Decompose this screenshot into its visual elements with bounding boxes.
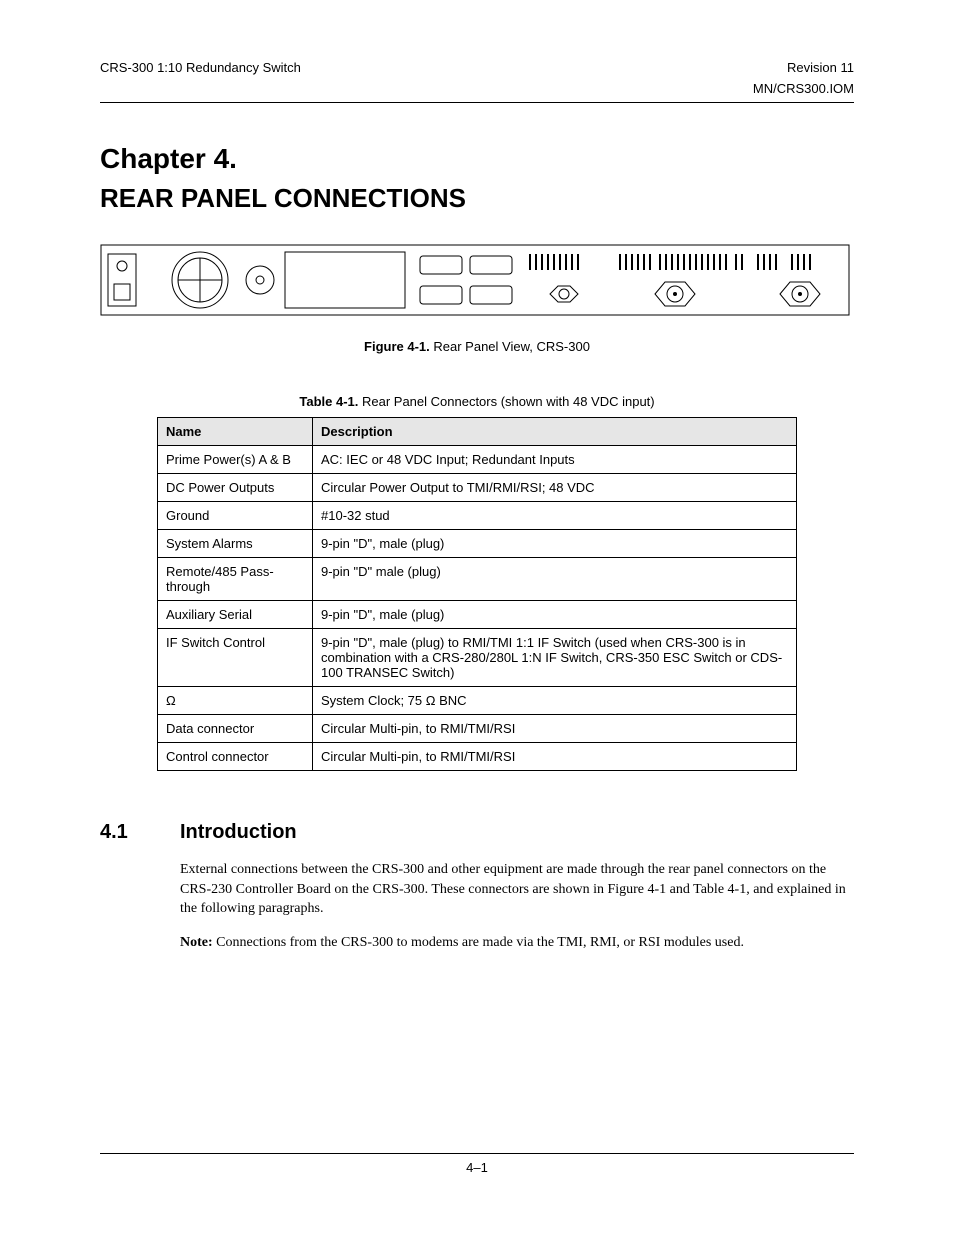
cell-desc: Circular Multi-pin, to RMI/TMI/RSI [313, 743, 797, 771]
table-row: DC Power OutputsCircular Power Output to… [158, 474, 797, 502]
chapter-number: Chapter 4. [100, 143, 854, 175]
connectors-table: Name Description Prime Power(s) A & BAC:… [157, 417, 797, 771]
table-row: Control connectorCircular Multi-pin, to … [158, 743, 797, 771]
table-caption: Table 4-1. Rear Panel Connectors (shown … [100, 394, 854, 409]
section-number: 4.1 [100, 821, 180, 844]
cell-name: DC Power Outputs [158, 474, 313, 502]
header-sub-right: MN/CRS300.IOM [753, 81, 854, 96]
col-name: Name [158, 418, 313, 446]
table-row: Prime Power(s) A & BAC: IEC or 48 VDC In… [158, 446, 797, 474]
table-caption-prefix: Table 4-1. [299, 394, 362, 409]
intro-paragraph: External connections between the CRS-300… [180, 860, 854, 919]
chapter-title: REAR PANEL CONNECTIONS [100, 183, 854, 214]
cell-name: Remote/485 Pass-through [158, 558, 313, 601]
table-row: Data connectorCircular Multi-pin, to RMI… [158, 715, 797, 743]
table-row: ΩSystem Clock; 75 Ω BNC [158, 687, 797, 715]
figure-caption: Figure 4-1. Rear Panel View, CRS-300 [100, 339, 854, 354]
cell-name: Control connector [158, 743, 313, 771]
cell-desc: System Clock; 75 Ω BNC [313, 687, 797, 715]
table-row: Remote/485 Pass-through9-pin "D" male (p… [158, 558, 797, 601]
rear-panel-figure [100, 244, 850, 316]
intro-note: Note: Connections from the CRS-300 to mo… [180, 933, 854, 953]
figure-caption-text: Rear Panel View, CRS-300 [433, 339, 590, 354]
table-caption-text: Rear Panel Connectors (shown with 48 VDC… [362, 394, 655, 409]
cell-name: Ground [158, 502, 313, 530]
cell-name: Auxiliary Serial [158, 601, 313, 629]
page-footer: 4–1 [100, 1153, 854, 1175]
page-header-sub: MN/CRS300.IOM [100, 81, 854, 96]
note-label: Note: [180, 935, 213, 950]
page-header: CRS-300 1:10 Redundancy Switch Revision … [100, 60, 854, 75]
figure-caption-prefix: Figure 4-1. [364, 339, 433, 354]
cell-name: Data connector [158, 715, 313, 743]
cell-name: System Alarms [158, 530, 313, 558]
section-title: Introduction [180, 821, 297, 843]
table-row: System Alarms9-pin "D", male (plug) [158, 530, 797, 558]
table-row: Ground#10-32 stud [158, 502, 797, 530]
header-left: CRS-300 1:10 Redundancy Switch [100, 60, 301, 75]
header-rule [100, 102, 854, 103]
section-heading: 4.1Introduction [100, 821, 854, 844]
cell-name: IF Switch Control [158, 629, 313, 687]
note-body: Connections from the CRS-300 to modems a… [216, 935, 744, 950]
cell-desc: Circular Power Output to TMI/RMI/RSI; 48… [313, 474, 797, 502]
table-row: Auxiliary Serial9-pin "D", male (plug) [158, 601, 797, 629]
cell-desc: AC: IEC or 48 VDC Input; Redundant Input… [313, 446, 797, 474]
cell-desc: 9-pin "D", male (plug) to RMI/TMI 1:1 IF… [313, 629, 797, 687]
cell-name: Prime Power(s) A & B [158, 446, 313, 474]
cell-desc: #10-32 stud [313, 502, 797, 530]
table-header-row: Name Description [158, 418, 797, 446]
footer-rule [100, 1153, 854, 1154]
cell-desc: 9-pin "D" male (plug) [313, 558, 797, 601]
table-row: IF Switch Control9-pin "D", male (plug) … [158, 629, 797, 687]
footer-center: 4–1 [466, 1160, 488, 1175]
cell-name: Ω [158, 687, 313, 715]
cell-desc: 9-pin "D", male (plug) [313, 601, 797, 629]
header-right: Revision 11 [787, 60, 854, 75]
col-desc: Description [313, 418, 797, 446]
cell-desc: Circular Multi-pin, to RMI/TMI/RSI [313, 715, 797, 743]
cell-desc: 9-pin "D", male (plug) [313, 530, 797, 558]
